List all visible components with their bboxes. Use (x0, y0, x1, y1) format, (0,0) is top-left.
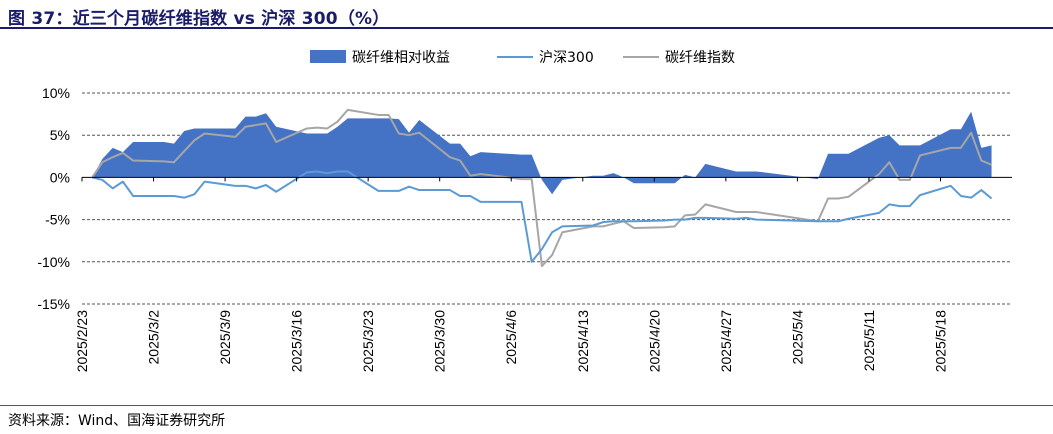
footer-divider (0, 405, 1053, 406)
x-tick-label: 2025/5/4 (789, 310, 805, 365)
x-tick-label: 2025/3/16 (289, 310, 305, 372)
x-tick-label: 2025/4/27 (718, 310, 734, 372)
y-axis-tick-labels: 10% 5% 0% -5% -10% -15% (37, 85, 70, 312)
title-divider (0, 27, 1053, 29)
y-tick-label: 10% (42, 85, 70, 101)
source-note: 资料来源：Wind、国海证券研究所 (8, 413, 226, 429)
y-tick-label: 0% (50, 169, 70, 185)
x-tick-label: 2025/4/20 (646, 310, 662, 372)
x-tick-label: 2025/5/11 (861, 310, 877, 371)
x-tick-label: 2025/4/13 (575, 310, 591, 372)
y-tick-label: -5% (45, 212, 70, 228)
legend-label-carbon: 碳纤维指数 (665, 50, 735, 66)
x-tick-label: 2025/3/2 (146, 310, 162, 365)
gridlines (82, 92, 1012, 305)
x-tick-label: 2025/3/9 (217, 310, 233, 365)
series-area-excess-return (92, 111, 992, 195)
chart: 碳纤维相对收益 沪深300 碳纤维指数 10% 5% 0% -5% -10% -15% 2… (37, 50, 1012, 373)
y-tick-label: -10% (37, 254, 70, 270)
x-axis (81, 176, 1012, 182)
x-tick-label: 2025/3/30 (432, 310, 448, 372)
legend-swatch-excess (310, 50, 346, 63)
y-tick-label: 5% (50, 127, 70, 143)
figure-title: 图 37：近三个月碳纤维指数 vs 沪深 300（%） (8, 9, 390, 29)
series-line-hs300 (91, 170, 993, 263)
x-tick-label: 2025/2/23 (74, 310, 90, 372)
x-axis-tick-labels: 2025/2/23 2025/3/2 2025/3/9 2025/3/16 2025/3… (74, 310, 948, 373)
x-tick-label: 2025/3/23 (360, 310, 376, 372)
legend-label-hs300: 沪深300 (539, 50, 594, 66)
x-tick-label: 2025/5/18 (932, 310, 948, 372)
series-line-carbon-fiber-index (91, 108, 992, 268)
y-tick-label: -15% (37, 296, 70, 312)
legend-label-excess: 碳纤维相对收益 (352, 50, 450, 66)
x-tick-label: 2025/4/6 (503, 310, 519, 365)
legend: 碳纤维相对收益 沪深300 碳纤维指数 (310, 50, 735, 66)
plot-series (91, 108, 993, 268)
